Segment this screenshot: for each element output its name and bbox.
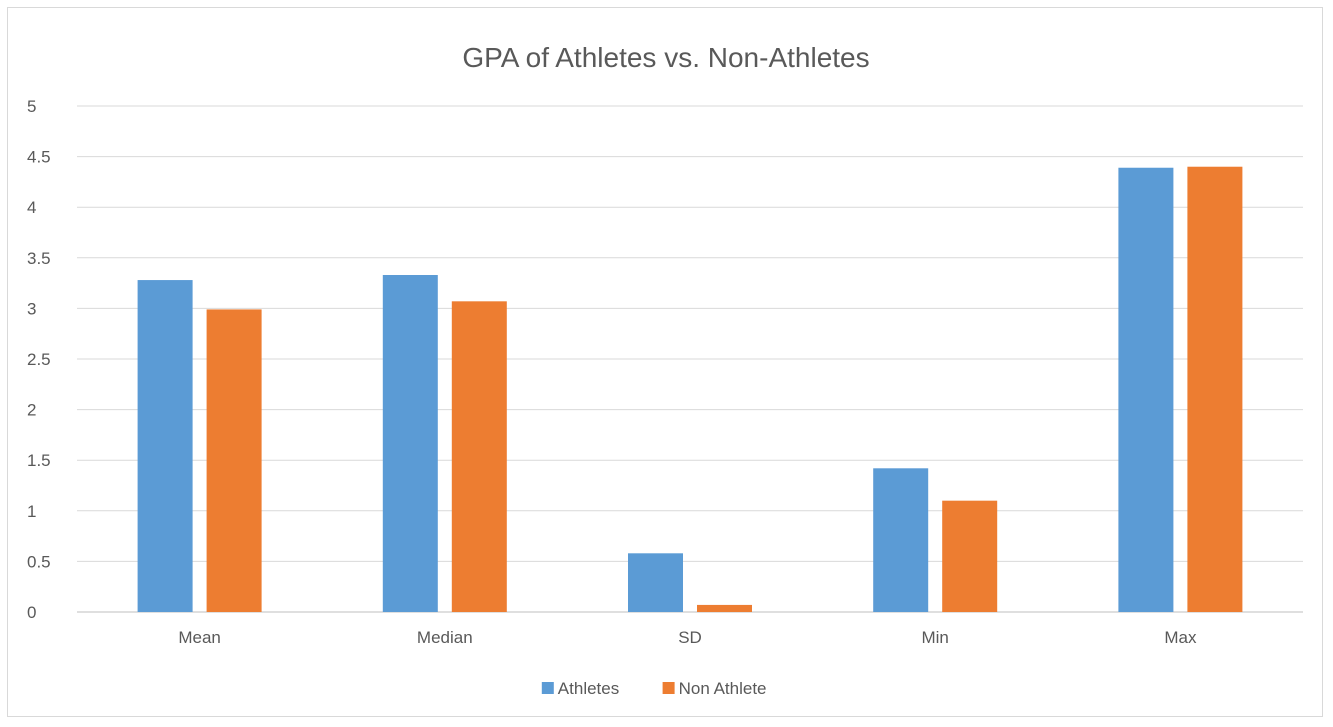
- bars: [137, 166, 1243, 612]
- y-tick-label: 4: [27, 198, 36, 217]
- y-axis-ticks: 0 0.5 1 1.5 2 2.5 3 3.5 4 4.5 5: [27, 97, 51, 622]
- x-tick-label: Min: [921, 628, 948, 647]
- x-tick-label: Median: [417, 628, 473, 647]
- y-tick-label: 3.5: [27, 249, 51, 268]
- bar-athletes-max: [1118, 167, 1174, 612]
- y-tick-label: 3: [27, 299, 36, 318]
- bar-athletes-median: [382, 275, 438, 612]
- bar-non-athlete-median: [451, 301, 507, 612]
- legend-label: Non Athlete: [679, 679, 767, 698]
- y-tick-label: 2.5: [27, 350, 51, 369]
- bar-non-athlete-min: [942, 500, 998, 612]
- legend: Athletes Non Athlete: [541, 679, 767, 698]
- bar-non-athlete-sd: [697, 604, 752, 612]
- bar-chart: GPA of Athletes vs. Non-Athletes 0 0.5 1 1.…: [27, 42, 1303, 698]
- y-tick-label: 1: [27, 502, 36, 521]
- legend-label: Athletes: [558, 679, 619, 698]
- y-tick-label: 0.5: [27, 552, 51, 571]
- y-tick-label: 1.5: [27, 451, 51, 470]
- legend-swatch: [541, 682, 554, 694]
- chart-frame: GPA of Athletes vs. Non-Athletes 0 0.5 1 1.…: [7, 7, 1323, 717]
- x-tick-label: SD: [678, 628, 702, 647]
- x-tick-label: Max: [1164, 628, 1197, 647]
- bar-athletes-sd: [628, 553, 683, 612]
- x-tick-label: Mean: [178, 628, 221, 647]
- y-tick-label: 4.5: [27, 148, 51, 167]
- y-tick-label: 0: [27, 603, 36, 622]
- y-tick-label: 5: [27, 97, 36, 116]
- legend-item: Athletes: [541, 679, 619, 698]
- chart-title: GPA of Athletes vs. Non-Athletes: [462, 42, 869, 73]
- bar-athletes-mean: [137, 280, 193, 612]
- bar-non-athlete-mean: [206, 309, 262, 612]
- x-axis-ticks: Mean Median SD Min Max: [178, 628, 1197, 647]
- bar-athletes-min: [873, 468, 929, 612]
- gridlines: [77, 105, 1303, 613]
- y-tick-label: 2: [27, 401, 36, 420]
- legend-item: Non Athlete: [662, 679, 767, 698]
- legend-swatch: [662, 682, 675, 694]
- bar-non-athlete-max: [1187, 166, 1243, 612]
